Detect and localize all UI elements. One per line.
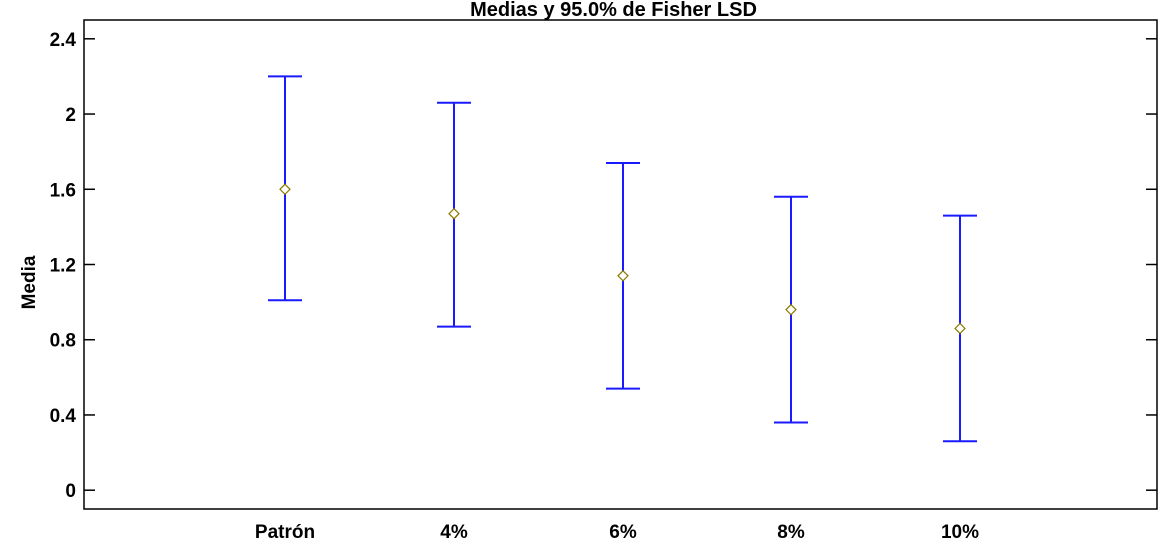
error-bar-4 [774,195,808,424]
y-tick-label: 1.2 [50,256,76,277]
x-tick-label: 6% [609,522,637,542]
mean-marker [954,322,966,335]
error-bar-1 [268,75,302,302]
y-tick-label: 0 [65,481,76,502]
mean-marker [279,183,291,196]
x-tick-label: Patrón [255,522,315,542]
y-axis: 0 0.4 0.8 1.2 1.6 2 2.4 [50,30,1157,502]
error-bars [268,75,977,443]
x-tick-label: 8% [777,522,805,542]
chart-title: Medias y 95.0% de Fisher LSD [470,0,757,21]
mean-marker [785,303,797,316]
y-tick-label: 1.6 [50,180,76,201]
y-axis-label: Media [19,255,40,309]
y-tick-label: 2 [65,105,76,126]
y-tick-label: 0.4 [50,406,77,427]
error-bar-3 [606,161,640,390]
x-axis: Patrón 4% 6% 8% 10% [255,522,979,542]
mean-marker [617,269,629,282]
mean-marker [448,207,460,220]
error-bar-5 [943,214,977,443]
x-tick-label: 4% [440,522,468,542]
error-bar-2 [437,101,471,328]
x-tick-label: 10% [941,522,979,542]
y-tick-label: 2.4 [50,30,77,51]
y-tick-label: 0.8 [50,331,76,352]
plot-frame [83,19,1158,510]
